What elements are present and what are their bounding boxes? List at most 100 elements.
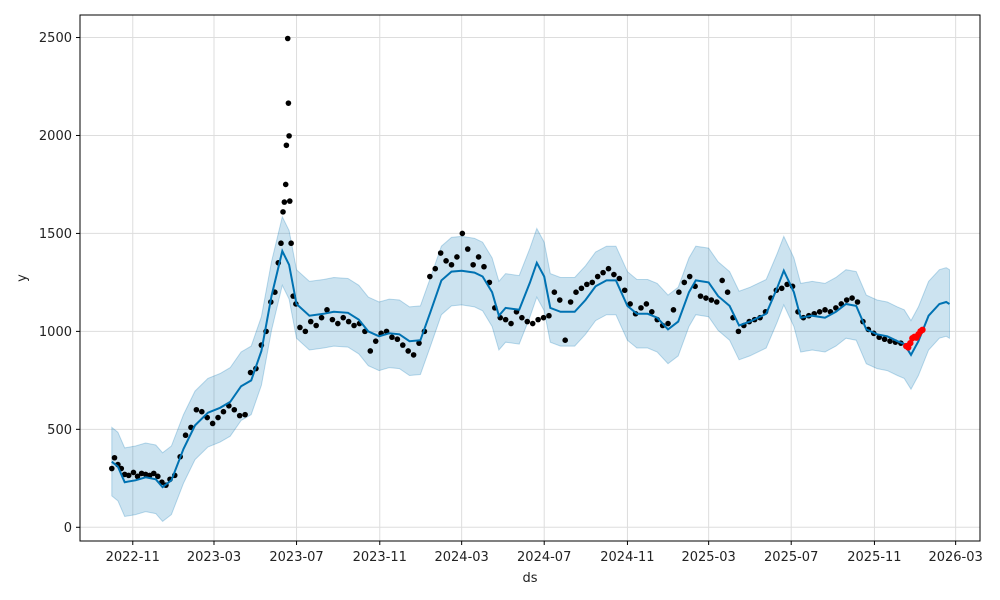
observed-point	[676, 289, 682, 296]
observed-point	[281, 199, 288, 205]
x-tick-label: 2024-07	[517, 550, 571, 565]
observed-point	[297, 324, 303, 331]
observed-point	[697, 293, 704, 299]
observed-point	[155, 473, 161, 480]
observed-point	[437, 250, 444, 256]
observed-point	[443, 258, 449, 264]
y-axis-ticks: 0 500 1000 1500 2000 2500	[39, 31, 80, 536]
observed-point	[286, 133, 292, 139]
plot-frame	[79, 14, 981, 542]
observed-point	[703, 295, 709, 301]
observed-point	[405, 348, 411, 354]
observed-point	[600, 269, 606, 276]
observed-point	[573, 289, 579, 296]
observed-point	[464, 246, 471, 252]
observed-point	[708, 297, 715, 303]
observed-point	[204, 414, 211, 421]
highlighted-point	[919, 326, 926, 334]
observed-point	[282, 181, 289, 188]
observed-point	[231, 406, 238, 413]
x-tick-label: 2023-03	[187, 550, 241, 565]
observed-point	[130, 469, 137, 476]
observed-point	[367, 348, 374, 354]
observed-point	[448, 261, 455, 268]
observed-point	[643, 301, 650, 307]
observed-point	[209, 420, 216, 427]
observed-point	[335, 320, 341, 327]
observed-point	[394, 336, 401, 343]
y-tick-label: 500	[47, 423, 72, 438]
forecast-line	[111, 248, 951, 489]
y-tick-label: 0	[64, 521, 72, 536]
observed-point	[562, 337, 568, 343]
observed-point	[215, 414, 221, 421]
observed-point	[283, 142, 290, 149]
observed-point	[454, 254, 460, 260]
observed-point	[524, 318, 531, 325]
observed-point	[134, 473, 141, 480]
x-tick-label: 2023-07	[269, 550, 323, 565]
x-tick-label: 2025-07	[764, 550, 818, 565]
forecast-line-layer	[111, 248, 951, 489]
observed-point	[519, 314, 525, 321]
observed-point	[611, 271, 617, 278]
observed-point	[242, 411, 248, 418]
observed-point	[686, 273, 693, 280]
observed-point	[719, 277, 725, 284]
observed-point	[199, 408, 205, 415]
observed-point	[627, 301, 633, 307]
observed-point	[649, 308, 655, 315]
observed-point	[578, 285, 585, 292]
y-tick-label: 2000	[39, 129, 72, 144]
observed-point	[833, 305, 839, 311]
observed-point	[481, 263, 487, 270]
observed-point	[502, 316, 509, 323]
observed-point	[621, 287, 628, 294]
y-tick-label: 2500	[39, 31, 72, 46]
observed-point	[605, 265, 612, 272]
observed-point	[288, 240, 294, 247]
x-tick-label: 2022-11	[106, 550, 160, 565]
observed-point	[302, 328, 309, 335]
observed-point	[616, 275, 623, 282]
observed-point	[778, 285, 785, 292]
uncertainty-band-layer	[111, 215, 950, 523]
observed-point	[236, 412, 243, 419]
observed-point	[670, 307, 677, 313]
observed-point	[508, 320, 514, 327]
x-tick-label: 2024-03	[434, 550, 488, 565]
observed-point	[286, 198, 293, 204]
y-tick-label: 1500	[39, 227, 72, 242]
observed-point	[584, 281, 590, 288]
observed-point	[150, 470, 157, 477]
observed-point	[638, 305, 644, 311]
observed-point	[351, 322, 357, 329]
observed-point	[329, 316, 336, 323]
observed-point	[324, 307, 330, 313]
observed-point	[887, 338, 893, 344]
observed-point	[345, 318, 352, 325]
observed-point	[313, 322, 319, 329]
x-axis-ticks: 2022-11 2023-03 2023-07 2023-11 2024-03 2024-…	[106, 541, 983, 565]
x-tick-label: 2025-03	[681, 550, 735, 565]
y-axis-title: y	[15, 274, 30, 282]
observed-point	[459, 230, 466, 237]
observed-point	[551, 289, 558, 296]
x-tick-label: 2023-11	[353, 550, 407, 565]
observed-point	[111, 454, 118, 461]
y-tick-label: 1000	[39, 325, 72, 340]
observed-point	[822, 307, 828, 313]
observed-point	[529, 320, 536, 327]
observed-point	[247, 369, 254, 376]
x-axis-title: ds	[522, 571, 537, 586]
observed-point	[389, 334, 395, 341]
observed-point	[724, 289, 731, 296]
observed-point	[849, 295, 855, 301]
observed-point	[556, 297, 563, 303]
observed-point	[427, 273, 433, 280]
observed-point	[280, 209, 286, 215]
observed-point	[410, 352, 417, 358]
observed-point	[340, 314, 347, 321]
observed-point	[589, 279, 596, 286]
